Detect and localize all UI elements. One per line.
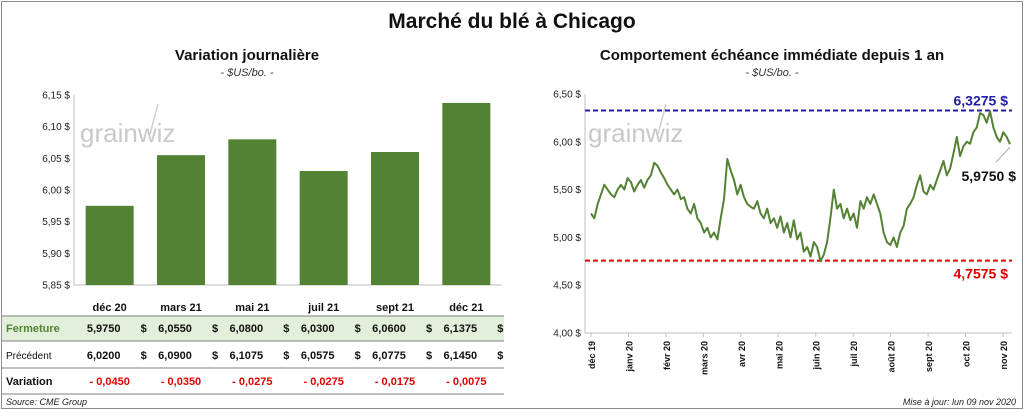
table-cell-unit: $ [212, 323, 218, 335]
line-x-tick-label: déc 19 [587, 341, 597, 369]
table-cell: - 0,0350 [161, 376, 201, 388]
table-cell: - 0,0450 [89, 376, 129, 388]
source-note: Source: CME Group [6, 397, 88, 407]
bar-y-tick-label: 6,10 $ [42, 122, 70, 133]
line-x-tick-label: juin 20 [812, 341, 822, 371]
table-cell: - 0,0275 [232, 376, 272, 388]
table-row-label: Variation [6, 376, 53, 388]
table-cell: 6,1375 [444, 323, 478, 335]
line-chart-title: Comportement échéance immédiate depuis 1… [599, 47, 945, 64]
update-note: Mise à jour: lun 09 nov 2020 [902, 397, 1016, 407]
line-x-tick-label: sept 20 [924, 341, 934, 372]
table-cell-unit: $ [355, 350, 361, 362]
bar-category-label: sept 21 [376, 302, 414, 314]
table-cell-unit: $ [497, 323, 503, 335]
bar-y-tick-label: 6,05 $ [42, 154, 70, 165]
table-cell: 6,1075 [230, 350, 264, 362]
table-cell-unit: $ [141, 350, 147, 362]
line-y-tick-label: 6,50 $ [553, 90, 581, 101]
table-cell: - 0,0175 [375, 376, 415, 388]
bar-y-tick-label: 5,95 $ [42, 217, 70, 228]
line-y-tick-label: 4,00 $ [553, 329, 581, 340]
table-cell-unit: $ [283, 350, 289, 362]
table-cell-unit: $ [212, 350, 218, 362]
low-label: 4,7575 $ [954, 266, 1009, 282]
watermark-logo: grainwiz [80, 118, 175, 148]
table-cell-unit: $ [355, 323, 361, 335]
line-x-tick-label: nov 20 [999, 341, 1009, 370]
bar-5 [442, 102, 491, 286]
table-cell: 6,0575 [301, 350, 335, 362]
table-cell-unit: $ [426, 350, 432, 362]
line-x-tick-label: févr 20 [662, 341, 672, 370]
table-cell: 6,1450 [444, 350, 478, 362]
price-series-line [590, 110, 1011, 263]
bar-chart-title: Variation journalière [174, 47, 320, 64]
table-row-label: Fermeture [6, 323, 60, 335]
table-cell: 6,0775 [372, 350, 406, 362]
table-cell-unit: $ [283, 323, 289, 335]
last-value-leader [995, 146, 1011, 163]
table-cell-unit: $ [426, 323, 432, 335]
watermark-wheat-icon [657, 103, 667, 135]
last-value-label: 5,9750 $ [962, 168, 1017, 184]
main-title: Marché du blé à Chicago [388, 10, 636, 33]
table-cell-unit: $ [141, 323, 147, 335]
line-x-tick-label: oct 20 [962, 341, 972, 367]
line-x-tick-label: avr 20 [737, 341, 747, 367]
bar-category-label: mars 21 [160, 302, 202, 314]
line-x-tick-label: janv 20 [624, 341, 634, 373]
line-x-tick-label: mars 20 [699, 341, 709, 375]
bar-4 [371, 152, 419, 285]
table-band-right [364, 316, 504, 341]
bar-y-tick-label: 5,85 $ [42, 281, 70, 292]
high-label: 6,3275 $ [954, 92, 1009, 108]
line-y-tick-label: 5,00 $ [553, 233, 581, 244]
bar-category-label: mai 21 [235, 302, 269, 314]
table-cell: 5,9750 [87, 323, 121, 335]
line-x-tick-label: juil 20 [849, 341, 859, 368]
bar-category-label: déc 21 [449, 302, 483, 314]
line-y-tick-label: 5,50 $ [553, 185, 581, 196]
table-cell: 6,0600 [372, 323, 406, 335]
line-x-tick-label: mai 20 [774, 341, 784, 369]
bar-y-tick-label: 5,90 $ [42, 249, 70, 260]
line-chart-subtitle: - $US/bo. - [745, 67, 799, 79]
line-y-tick-label: 4,50 $ [553, 281, 581, 292]
table-cell: 6,0900 [158, 350, 192, 362]
bar-chart-subtitle: - $US/bo. - [220, 67, 274, 79]
bar-y-tick-label: 6,15 $ [42, 91, 70, 102]
bar-y-tick-label: 6,00 $ [42, 186, 70, 197]
table-cell-unit: $ [497, 350, 503, 362]
bar-category-label: juil 21 [307, 302, 339, 314]
bar-2 [228, 139, 277, 285]
table-cell: 6,0200 [87, 350, 121, 362]
bar-3 [299, 171, 348, 285]
table-cell: - 0,0075 [446, 376, 486, 388]
table-row-label: Précédent [6, 351, 52, 362]
table-cell: 6,0800 [230, 323, 264, 335]
line-x-tick-label: août 20 [887, 341, 897, 373]
table-cell: 6,0550 [158, 323, 192, 335]
table-band-left [2, 316, 364, 341]
watermark-wheat-icon [149, 103, 159, 135]
table-cell: 6,0300 [301, 323, 335, 335]
watermark-logo: grainwiz [588, 118, 683, 148]
line-y-tick-label: 6,00 $ [553, 137, 581, 148]
bar-1 [157, 155, 205, 285]
bar-0 [85, 205, 134, 285]
bar-category-label: déc 20 [93, 302, 127, 314]
table-cell: - 0,0275 [303, 376, 343, 388]
